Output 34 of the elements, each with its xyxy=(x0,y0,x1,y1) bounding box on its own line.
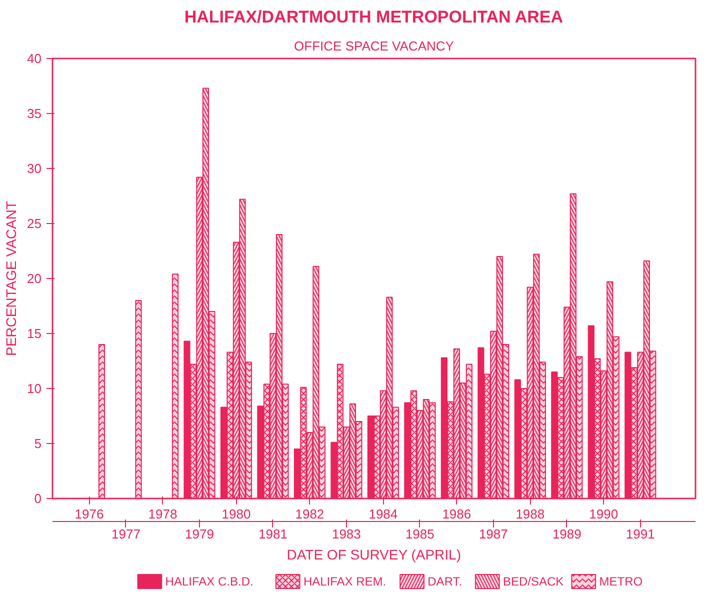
x-tick-label: 1991 xyxy=(626,526,655,542)
legend-label: DART. xyxy=(428,574,462,588)
x-tick-label: 1983 xyxy=(332,526,361,542)
y-axis-title: PERCENTAGE VACANT xyxy=(3,200,20,356)
legend-label: HALIFAX C.B.D. xyxy=(165,574,254,588)
legend-label: HALIFAX REM. xyxy=(303,574,386,588)
x-tick-label: 1988 xyxy=(516,506,545,522)
legend-label: BED/SACK xyxy=(502,574,564,588)
x-tick-label: 1985 xyxy=(405,526,434,542)
chart-subtitle: OFFICE SPACE VACANCY xyxy=(294,38,454,54)
y-tick-label: 0 xyxy=(34,491,42,506)
x-tick-label: 1989 xyxy=(552,526,582,542)
legend-label: METRO xyxy=(599,574,643,588)
x-tick-label: 1978 xyxy=(148,506,178,522)
x-tick-label: 1982 xyxy=(295,506,324,522)
x-tick-label: 1990 xyxy=(589,506,618,522)
y-tick-label: 20 xyxy=(27,271,42,286)
y-tick-label: 35 xyxy=(27,106,42,121)
chart-title: HALIFAX/DARTMOUTH METROPOLITAN AREA xyxy=(184,8,564,26)
x-tick-label: 1981 xyxy=(258,526,288,542)
x-tick-label: 1977 xyxy=(112,526,140,542)
y-tick-label: 5 xyxy=(34,436,42,451)
x-tick-label: 1984 xyxy=(368,506,398,522)
x-tick-label: 1986 xyxy=(442,506,472,522)
y-tick-label: 15 xyxy=(27,326,42,341)
x-tick-label: 1987 xyxy=(478,526,508,542)
x-tick-label: 1976 xyxy=(74,506,104,522)
x-tick-label: 1979 xyxy=(185,526,214,542)
y-tick-label: 10 xyxy=(27,381,42,396)
x-tick-label: 1980 xyxy=(222,506,251,522)
x-axis-title: DATE OF SURVEY (APRIL) xyxy=(286,546,462,562)
y-tick-label: 25 xyxy=(27,216,42,231)
y-tick-label: 40 xyxy=(27,51,42,66)
y-tick-label: 30 xyxy=(27,161,42,176)
